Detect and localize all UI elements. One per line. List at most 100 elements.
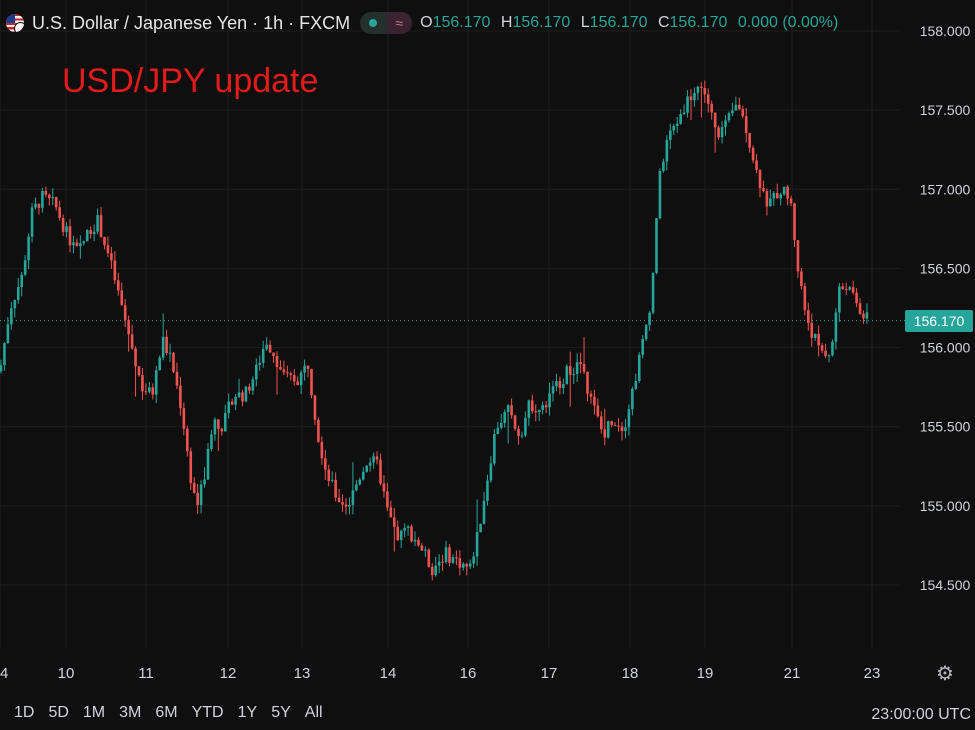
candle-body [731,110,734,114]
candle-body [634,381,638,389]
candle-body [493,433,496,464]
candle-body [275,356,279,367]
range-ytd-button[interactable]: YTD [191,704,224,721]
candle-body [624,427,627,432]
candle-body [675,123,679,127]
candle-body [292,375,296,382]
candle-body [0,365,3,372]
candle-body [110,253,113,261]
annotation-text: USD/JPY update [62,62,319,100]
candle-body [382,483,386,492]
candle-body [575,362,579,375]
symbol-title[interactable]: U.S. Dollar / Japanese Yen · 1h · FXCM [32,12,351,33]
candle-body [727,113,731,121]
candle-body [61,217,65,232]
candle-body [154,370,158,395]
candle-body [682,112,686,115]
candle-body [862,313,865,319]
candle-body [444,547,448,562]
candle-body [482,500,486,524]
range-5d-button[interactable]: 5D [48,704,69,721]
candle-body [713,112,717,128]
candle-body [855,292,858,304]
candle-body [130,334,134,349]
candle-body [365,465,368,472]
candle-body [596,405,600,417]
range-6m-button[interactable]: 6M [155,704,178,721]
candle-body [375,456,379,460]
candle-body [555,381,558,387]
candle-body [148,387,151,392]
indicator-pill[interactable]: ≈ [360,12,413,34]
candle-body [199,484,203,506]
candle-body [13,299,17,309]
x-tick-label: 11 [138,665,154,682]
candle-body [379,459,382,484]
candle-body [813,333,817,338]
candle-body [337,497,341,503]
candle-body [700,86,703,89]
range-1y-button[interactable]: 1Y [237,704,258,721]
x-tick-label: 17 [541,665,558,682]
candle-body [341,502,344,505]
candle-body [10,308,13,325]
candle-body [120,290,124,306]
candle-body [568,366,572,375]
candle-body [272,352,275,357]
candle-body [755,160,758,170]
low-value: 156.170 [589,14,648,31]
x-axis: 10 11 12 13 14 16 17 18 19 21 23 24 [0,665,880,682]
candle-body [234,396,237,405]
candle-body [65,226,68,232]
candle-body [655,218,658,273]
candle-body [182,408,186,429]
candle-body [734,104,738,111]
candle-body [237,392,241,397]
utc-time[interactable]: 23:00:00 UTC [871,706,971,723]
range-all-button[interactable]: All [304,704,323,721]
candle-body [637,354,641,382]
range-3m-button[interactable]: 3M [119,704,142,721]
candle-body [786,186,789,199]
candle-body [703,88,707,95]
candle-body [462,563,465,568]
candle-body [441,561,444,563]
candle-body [34,203,37,208]
candle-body [27,236,30,261]
candle-body [793,203,796,241]
candle-body [617,425,620,427]
candle-body [313,395,317,420]
y-axis: 154.500 155.000 155.500 156.000 156.500 157.0… [920,23,971,593]
close-value: 156.170 [669,14,728,31]
candle-body [106,245,110,254]
candle-body [606,421,610,438]
candle-body [251,379,255,391]
candle-body [368,462,372,466]
candle-body [389,507,393,518]
candle-body [558,381,562,389]
range-5y-button[interactable]: 5Y [271,704,291,721]
candle-body [724,120,727,127]
candle-body [82,241,86,244]
candle-body [631,388,634,410]
candle-body [589,393,593,397]
gear-icon[interactable]: ⚙ [936,662,954,685]
candle-body [213,419,217,435]
candle-body [430,566,434,576]
candle-body [261,349,265,363]
candle-body [506,405,510,413]
candle-body [527,400,531,418]
candle-body [330,479,334,481]
y-tick-label: 155.000 [920,498,971,514]
candle-body [689,96,693,101]
candle-body [834,312,838,342]
candle-body [427,549,431,567]
candle-body [399,530,403,541]
candle-body [189,451,193,483]
range-1m-button[interactable]: 1M [82,704,106,721]
y-tick-label: 154.500 [920,577,971,593]
candle-body [175,371,179,386]
range-1d-button[interactable]: 1D [14,704,35,721]
candle-body [20,274,23,288]
